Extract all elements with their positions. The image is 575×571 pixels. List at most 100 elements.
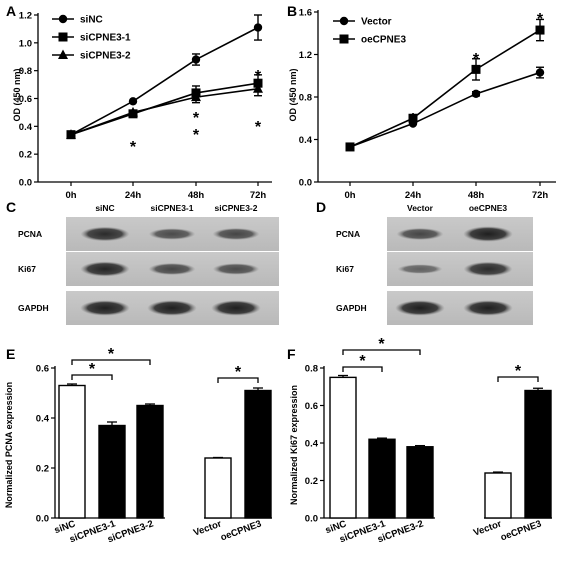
significance-star: *	[537, 11, 544, 28]
chart-a-ylabel: OD (450 nm)	[12, 68, 22, 121]
y-tick-label: 0.4	[299, 135, 313, 146]
significance-star: *	[473, 51, 480, 68]
y-tick-label: 0.8	[299, 93, 312, 104]
bar	[406, 446, 434, 519]
significance-star: *	[193, 110, 200, 127]
protein-band	[211, 300, 261, 316]
y-tick-label: 0.8	[305, 364, 318, 375]
bar	[329, 376, 357, 519]
y-tick-label: 1.2	[19, 11, 32, 22]
panel-label-d: D	[316, 199, 326, 215]
legend-label: siNC	[80, 15, 103, 26]
legend-label: siCPNE3-2	[80, 51, 131, 62]
series-line	[349, 29, 541, 148]
significance-star: *	[108, 346, 115, 363]
data-point	[191, 55, 201, 64]
y-tick-label: 1.6	[299, 8, 312, 19]
panel-label-b: B	[287, 3, 297, 19]
protein-band	[463, 261, 513, 277]
significance-star: *	[378, 336, 385, 353]
significance-star: *	[235, 364, 242, 381]
protein-band	[148, 263, 196, 275]
protein-label: PCNA	[18, 229, 42, 239]
y-tick-label: 0.4	[305, 439, 319, 450]
y-tick-label: 0.2	[36, 464, 49, 475]
significance-star: *	[515, 363, 522, 380]
data-point	[471, 89, 481, 99]
legend-marker	[58, 14, 68, 24]
significance-bracket	[71, 374, 113, 380]
protein-band	[396, 228, 444, 240]
y-tick-label: 1.0	[19, 38, 32, 49]
legend-label: oeCPNE3	[361, 35, 406, 46]
bar	[244, 389, 272, 519]
panel-label-e: E	[6, 346, 15, 362]
protein-label: Ki67	[336, 264, 354, 274]
protein-label: GAPDH	[336, 303, 367, 313]
significance-bracket	[217, 377, 259, 383]
lane-label: siNC	[95, 203, 114, 213]
legend-marker	[339, 34, 349, 44]
series-line	[70, 82, 259, 136]
data-point	[535, 25, 545, 35]
chart-f-ylabel: Normalized Ki67 expression	[289, 385, 299, 505]
protein-band	[397, 264, 443, 274]
data-point	[191, 91, 201, 102]
y-tick-label: 0.6	[19, 94, 32, 105]
x-tick-label: Vector	[192, 518, 223, 538]
protein-band	[463, 300, 513, 316]
lane-label: oeCPNE3	[469, 203, 508, 213]
panel-label-f: F	[287, 346, 296, 362]
y-tick-label: 1.2	[299, 50, 312, 61]
legend-label: siCPNE3-1	[80, 33, 131, 44]
data-point	[535, 68, 545, 77]
significance-star: *	[359, 353, 366, 370]
x-tick-label: 0h	[344, 190, 355, 201]
protein-band	[80, 261, 130, 277]
protein-band	[463, 226, 513, 242]
significance-star: *	[89, 361, 96, 378]
legend-marker	[58, 32, 68, 42]
x-tick-label: oeCPNE3	[499, 518, 543, 543]
significance-star: *	[255, 119, 262, 136]
significance-star: *	[255, 68, 262, 85]
data-point	[471, 64, 481, 74]
chart-e-ylabel: Normalized PCNA expression	[4, 382, 14, 508]
y-tick-label: 0.0	[305, 514, 318, 525]
x-tick-label: Vector	[472, 518, 503, 538]
x-tick-label: oeCPNE3	[219, 518, 263, 543]
significance-star: *	[193, 127, 200, 144]
series-line	[349, 71, 541, 148]
line-chart-b: 0.0 0.4 0.8 1.2 1.6 0h 24h 48h 72h Vector oeCPNE3 *…	[299, 8, 556, 201]
y-tick-label: 0.0	[299, 178, 312, 189]
data-point	[253, 23, 263, 32]
bar	[204, 457, 232, 519]
data-point	[66, 129, 76, 139]
legend-marker	[339, 16, 349, 26]
line-chart-a: 0.0 0.2 0.4 0.6 0.8 1.0 1.2 0h 24h 48h 72h siNC siCP…	[19, 11, 272, 201]
panel-label-c: C	[6, 199, 16, 215]
x-tick-label: 48h	[468, 190, 485, 201]
bar	[484, 472, 512, 519]
y-tick-label: 0.8	[19, 66, 32, 77]
y-tick-label: 0.4	[36, 414, 50, 425]
protein-band	[212, 228, 260, 240]
data-point	[253, 83, 263, 93]
y-tick-label: 0.4	[19, 122, 33, 133]
lane-label: siCPNE3-2	[215, 203, 258, 213]
x-tick-label: 24h	[405, 190, 422, 201]
bar	[368, 438, 396, 519]
x-tick-label: 72h	[532, 190, 549, 201]
y-tick-label: 0.6	[36, 364, 49, 375]
legend-marker	[58, 49, 68, 59]
series-line	[70, 87, 259, 136]
protein-band	[395, 300, 445, 316]
lane-label: siCPNE3-1	[151, 203, 194, 213]
western-blot-c: siNC siCPNE3-1 siCPNE3-2 PCNA Ki67 GAPDH	[18, 203, 279, 325]
significance-bracket	[497, 376, 539, 382]
significance-star: *	[130, 139, 137, 156]
protein-label: PCNA	[336, 229, 360, 239]
significance-bracket	[342, 349, 421, 355]
